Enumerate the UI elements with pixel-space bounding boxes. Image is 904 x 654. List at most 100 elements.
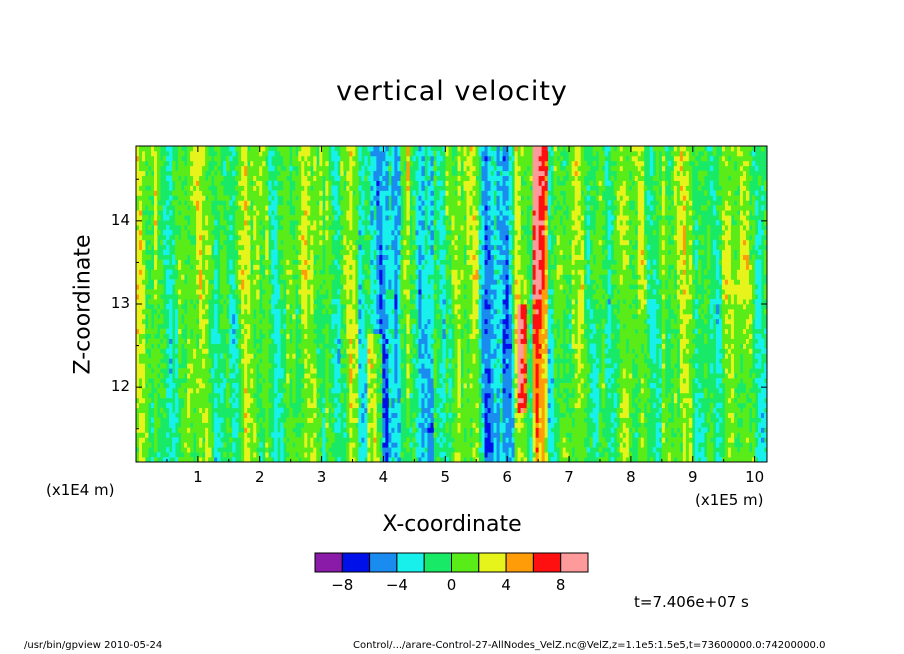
field-cell bbox=[388, 185, 392, 191]
field-cell bbox=[235, 289, 239, 295]
field-cell bbox=[304, 195, 308, 201]
field-cell bbox=[385, 417, 389, 423]
field-cell bbox=[250, 447, 254, 453]
field-cell bbox=[166, 234, 170, 241]
field-cell bbox=[259, 146, 263, 152]
field-cell bbox=[223, 220, 227, 226]
field-cell bbox=[274, 239, 278, 246]
field-cell bbox=[454, 175, 458, 181]
field-cell bbox=[307, 195, 311, 201]
field-cell bbox=[196, 254, 200, 260]
field-cell bbox=[244, 200, 248, 206]
field-cell bbox=[151, 205, 155, 211]
field-cell bbox=[388, 333, 392, 339]
field-cell bbox=[319, 229, 323, 236]
field-cell bbox=[409, 318, 413, 325]
field-cell bbox=[391, 220, 395, 226]
field-cell bbox=[427, 264, 431, 270]
field-cell bbox=[292, 170, 296, 177]
field-cell bbox=[421, 225, 425, 231]
field-cell bbox=[181, 234, 185, 241]
field-cell bbox=[136, 215, 140, 221]
field-cell bbox=[172, 427, 176, 433]
field-cell bbox=[190, 304, 194, 310]
field-cell bbox=[382, 185, 386, 191]
field-cell bbox=[424, 407, 428, 414]
field-cell bbox=[310, 244, 314, 251]
field-cell bbox=[238, 185, 242, 191]
field-cell bbox=[214, 244, 218, 251]
field-cell bbox=[214, 383, 218, 389]
field-cell bbox=[271, 299, 275, 305]
field-cell bbox=[289, 358, 293, 364]
field-cell bbox=[205, 422, 209, 428]
field-cell bbox=[466, 279, 470, 285]
field-cell bbox=[424, 180, 428, 186]
field-cell bbox=[310, 422, 314, 428]
field-cell bbox=[145, 407, 149, 414]
field-cell bbox=[382, 165, 386, 172]
field-cell bbox=[277, 432, 281, 438]
field-cell bbox=[295, 442, 299, 448]
field-cell bbox=[469, 387, 473, 394]
field-cell bbox=[307, 383, 311, 389]
field-cell bbox=[286, 422, 290, 428]
field-cell bbox=[409, 363, 413, 369]
field-cell bbox=[214, 412, 218, 418]
field-cell bbox=[283, 259, 287, 265]
field-cell bbox=[316, 210, 320, 216]
field-cell bbox=[247, 333, 251, 339]
field-cell bbox=[325, 269, 329, 275]
field-cell bbox=[412, 259, 416, 265]
field-cell bbox=[193, 180, 197, 186]
field-cell bbox=[442, 294, 446, 300]
field-cell bbox=[181, 373, 185, 379]
field-cell bbox=[274, 432, 278, 438]
field-cell bbox=[295, 308, 299, 315]
field-cell bbox=[385, 412, 389, 418]
field-cell bbox=[277, 353, 281, 359]
field-cell bbox=[202, 308, 206, 315]
field-cell bbox=[154, 210, 158, 216]
field-cell bbox=[349, 239, 353, 246]
field-cell bbox=[343, 195, 347, 201]
field-cell bbox=[379, 368, 383, 374]
field-cell bbox=[259, 452, 263, 458]
field-cell bbox=[274, 294, 278, 300]
field-cell bbox=[442, 308, 446, 315]
field-cell bbox=[367, 279, 371, 285]
field-cell bbox=[202, 363, 206, 369]
field-cell bbox=[409, 368, 413, 374]
field-cell bbox=[427, 308, 431, 315]
field-cell bbox=[205, 392, 209, 399]
field-cell bbox=[151, 348, 155, 354]
field-cell bbox=[202, 215, 206, 221]
field-cell bbox=[463, 165, 467, 172]
field-cell bbox=[298, 160, 302, 167]
field-cell bbox=[454, 422, 458, 428]
field-cell bbox=[187, 452, 191, 458]
field-cell bbox=[154, 190, 158, 196]
field-cell bbox=[259, 160, 263, 167]
field-cell bbox=[238, 239, 242, 246]
field-cell bbox=[349, 269, 353, 275]
field-cell bbox=[358, 358, 362, 364]
field-cell bbox=[211, 274, 215, 280]
field-cell bbox=[382, 422, 386, 428]
field-cell bbox=[343, 160, 347, 167]
field-cell bbox=[136, 279, 140, 285]
field-cell bbox=[421, 308, 425, 315]
field-cell bbox=[385, 333, 389, 339]
field-cell bbox=[421, 373, 425, 379]
field-cell bbox=[343, 155, 347, 162]
field-cell bbox=[379, 318, 383, 325]
field-cell bbox=[439, 190, 443, 196]
field-cell bbox=[181, 225, 185, 231]
field-cell bbox=[322, 452, 326, 458]
field-cell bbox=[265, 422, 269, 428]
field-cell bbox=[442, 274, 446, 280]
field-cell bbox=[391, 338, 395, 344]
field-cell bbox=[355, 180, 359, 186]
field-cell bbox=[424, 333, 428, 339]
field-cell bbox=[286, 353, 290, 359]
